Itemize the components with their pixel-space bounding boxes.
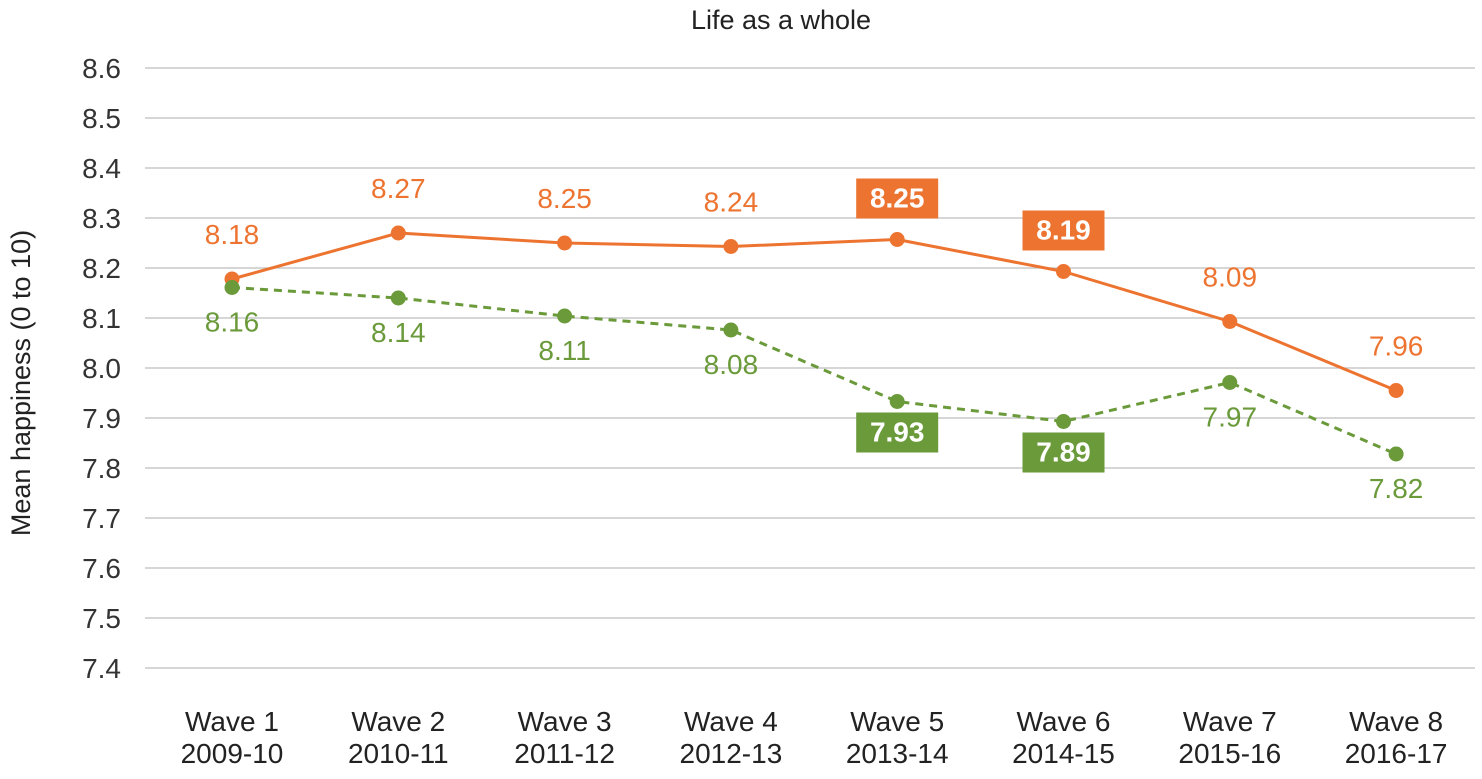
data-point xyxy=(1388,383,1404,398)
data-point xyxy=(390,290,406,306)
y-tick-label: 7.6 xyxy=(82,553,121,584)
data-label: 8.11 xyxy=(538,335,590,366)
chart-title: Life as a whole xyxy=(691,5,871,35)
y-tick-label: 7.8 xyxy=(82,453,121,484)
x-tick-label: Wave 6 xyxy=(1017,706,1111,737)
data-point xyxy=(1388,446,1404,462)
data-label: 8.16 xyxy=(205,307,260,338)
x-tick-sublabel: 2013-14 xyxy=(846,738,949,769)
data-point xyxy=(889,394,905,409)
y-tick-label: 8.6 xyxy=(82,53,121,84)
series-lines xyxy=(231,231,1397,456)
x-tick-label: Wave 7 xyxy=(1183,706,1277,737)
x-tick-sublabel: 2015-16 xyxy=(1178,738,1281,769)
x-tick-sublabel: 2009-10 xyxy=(181,738,284,769)
data-label: 7.82 xyxy=(1369,473,1424,504)
data-point xyxy=(557,308,573,324)
y-tick-label: 8.0 xyxy=(82,353,121,384)
data-point xyxy=(723,239,739,254)
y-tick-label: 7.9 xyxy=(82,403,121,434)
x-tick-label: Wave 4 xyxy=(684,706,778,737)
series-line-1 xyxy=(231,231,1397,392)
series-line-2 xyxy=(231,286,1397,456)
x-tick-sublabel: 2012-13 xyxy=(680,738,783,769)
y-tick-label: 8.2 xyxy=(82,253,121,284)
data-label: 8.18 xyxy=(205,219,260,250)
y-tick-label: 7.4 xyxy=(82,653,121,684)
series-points xyxy=(224,225,1404,462)
y-tick-label: 8.3 xyxy=(82,203,121,234)
y-tick-label: 8.1 xyxy=(82,303,121,334)
data-label: 7.97 xyxy=(1203,402,1258,433)
x-tick-label: Wave 2 xyxy=(351,706,445,737)
data-label-highlighted: 7.93 xyxy=(870,417,925,448)
highlight-box xyxy=(856,412,939,453)
highlight-box xyxy=(856,178,939,219)
data-point xyxy=(1222,375,1238,390)
x-tick-label: Wave 3 xyxy=(518,706,612,737)
x-tick-sublabel: 2010-11 xyxy=(348,738,449,769)
y-axis-ticks: 7.4 7.5 7.6 7.7 7.8 7.9 8.0 8.1 8.2 8.3 8.4 8.5 8.6 xyxy=(82,53,121,684)
y-axis-label: Mean happiness (0 to 10) xyxy=(6,230,36,536)
x-tick-sublabel: 2014-15 xyxy=(1012,738,1115,769)
highlight-box xyxy=(1022,210,1105,251)
data-label: 8.25 xyxy=(537,183,592,214)
x-tick-label: Wave 8 xyxy=(1349,706,1443,737)
data-label: 7.96 xyxy=(1369,331,1424,362)
data-labels: 8.18 8.27 8.25 8.24 8.25 8.19 8.09 7.96 8.16 8.14… xyxy=(205,173,1424,504)
data-label-highlighted: 8.19 xyxy=(1036,215,1091,246)
data-point xyxy=(224,280,240,295)
data-label-highlighted: 8.25 xyxy=(870,183,925,214)
y-tick-label: 8.5 xyxy=(82,103,121,134)
data-point xyxy=(390,225,406,241)
gridlines xyxy=(145,67,1475,669)
x-tick-label: Wave 1 xyxy=(185,706,279,737)
data-point xyxy=(557,235,573,251)
y-tick-label: 8.4 xyxy=(82,153,121,184)
data-label: 8.09 xyxy=(1203,262,1258,293)
data-label: 8.27 xyxy=(371,173,426,204)
data-point xyxy=(723,322,739,338)
data-point xyxy=(889,232,905,247)
data-point xyxy=(1056,264,1071,279)
data-label: 8.14 xyxy=(371,317,426,348)
x-tick-sublabel: 2016-17 xyxy=(1345,738,1448,769)
data-label-highlighted: 7.89 xyxy=(1036,437,1091,468)
x-tick-sublabel: 2011-12 xyxy=(514,738,615,769)
data-point xyxy=(1222,314,1238,329)
data-label: 8.08 xyxy=(704,349,759,380)
highlight-box xyxy=(1022,432,1105,473)
data-point xyxy=(1056,414,1071,429)
data-label: 8.24 xyxy=(704,187,759,218)
y-tick-label: 7.7 xyxy=(82,503,121,534)
x-tick-label: Wave 5 xyxy=(850,706,944,737)
y-tick-label: 7.5 xyxy=(82,603,121,634)
